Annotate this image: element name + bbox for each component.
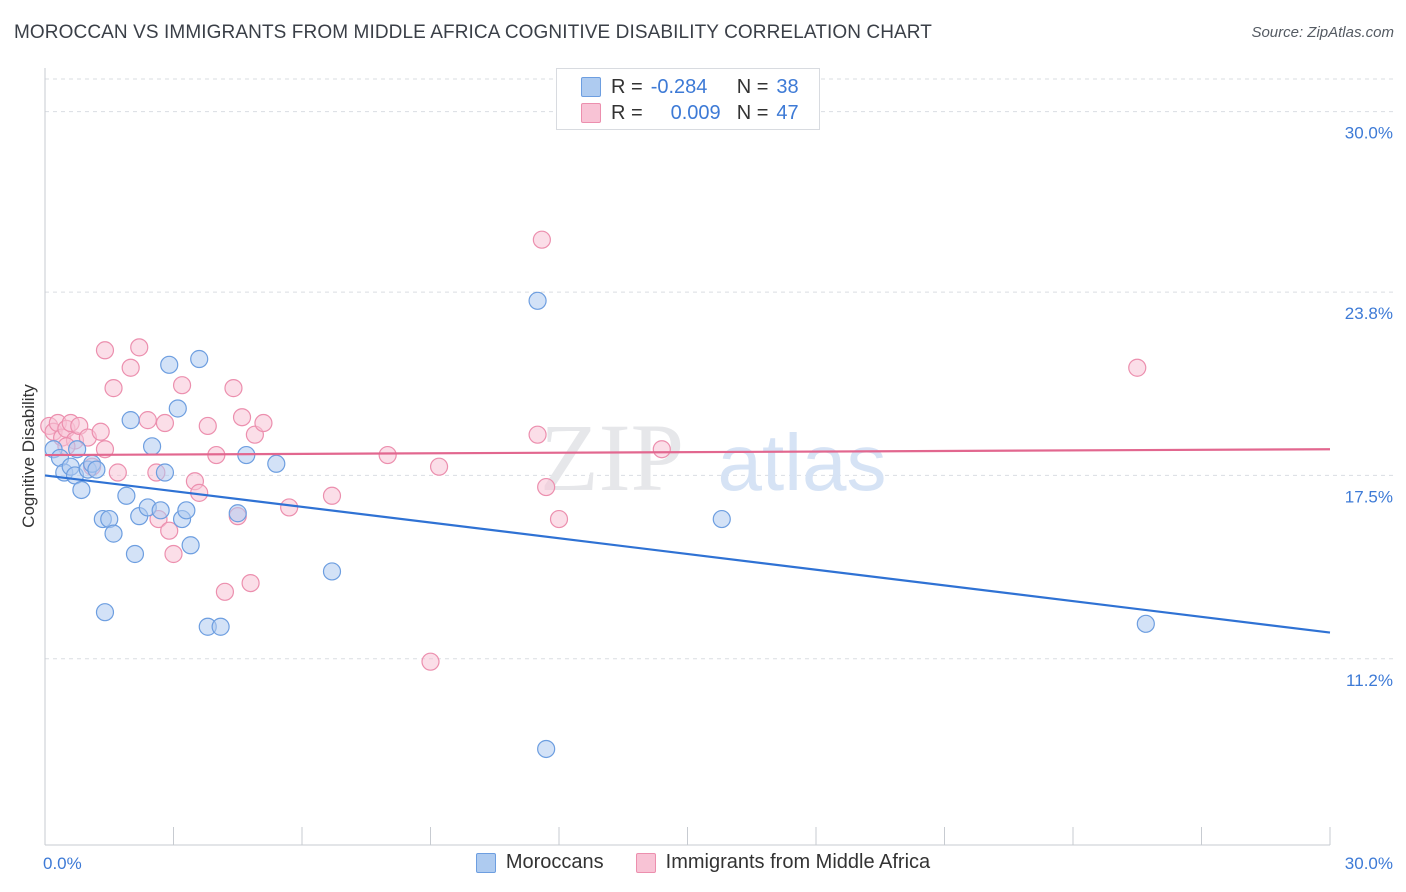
y-axis-label: Cognitive Disability <box>19 384 38 528</box>
legend-swatch-pink <box>635 852 656 873</box>
point-immigrants <box>95 440 115 459</box>
y-tick-label: 11.2% <box>1346 671 1393 690</box>
point-moroccans <box>142 437 162 456</box>
point-immigrants <box>528 425 547 444</box>
point-immigrants <box>652 440 671 459</box>
legend-item-moroccans: Moroccans <box>475 851 604 874</box>
point-immigrants <box>215 582 234 601</box>
point-immigrants <box>91 422 110 441</box>
point-immigrants <box>378 445 397 465</box>
point-moroccans <box>528 291 547 310</box>
series-moroccans-points <box>44 291 1155 759</box>
trend-line-moroccans <box>44 474 1331 634</box>
x-tick-label: 30.0% <box>1345 854 1393 873</box>
legend-r-label: R = <box>611 101 643 124</box>
axes <box>44 68 1331 846</box>
point-moroccans <box>1136 614 1155 633</box>
point-moroccans <box>211 617 230 636</box>
point-immigrants <box>160 521 179 540</box>
point-moroccans <box>537 739 556 759</box>
series-immigrants-points <box>40 230 1147 671</box>
legend-label-moroccans: Moroccans <box>505 851 604 873</box>
point-moroccans <box>190 349 209 369</box>
legend-swatch-blue <box>581 77 601 97</box>
point-immigrants <box>1128 358 1147 377</box>
legend-n-label: N = <box>736 101 769 124</box>
legend-swatch-pink <box>581 103 601 123</box>
legend-row-moroccans: R = -0.284 N = 38 <box>581 75 799 99</box>
point-moroccans <box>160 355 179 374</box>
legend-r-value: -0.284 <box>650 75 708 98</box>
point-moroccans <box>95 603 115 622</box>
point-immigrants <box>108 463 127 482</box>
point-immigrants <box>322 486 342 505</box>
source-label: Source: ZipAtlas.com <box>1251 24 1394 41</box>
point-immigrants <box>241 573 260 593</box>
point-moroccans <box>168 399 187 418</box>
point-moroccans <box>177 501 196 520</box>
point-moroccans <box>117 486 136 505</box>
point-moroccans <box>181 536 200 555</box>
point-moroccans <box>151 501 170 520</box>
point-immigrants <box>232 408 252 427</box>
point-immigrants <box>224 379 243 398</box>
trend-line-immigrants <box>44 448 1331 457</box>
point-immigrants <box>130 338 149 357</box>
legend-r-value: 0.009 <box>670 101 721 124</box>
point-immigrants <box>549 509 569 529</box>
legend-swatch-blue <box>475 852 496 873</box>
point-moroccans <box>121 411 140 430</box>
legend-row-immigrants: R = 0.009 N = 47 <box>581 101 799 125</box>
series-legend: Moroccans Immigrants from Middle Africa <box>0 851 1406 874</box>
point-moroccans <box>68 440 87 459</box>
point-moroccans <box>322 562 342 581</box>
legend-n-value: 47 <box>776 101 799 124</box>
point-immigrants <box>164 544 183 564</box>
point-immigrants <box>429 457 449 476</box>
point-immigrants <box>537 477 556 497</box>
point-immigrants <box>172 376 192 395</box>
point-moroccans <box>155 463 175 482</box>
point-immigrants <box>254 413 273 433</box>
legend-r-label: R = <box>611 75 643 98</box>
tick-labels: 11.2% 17.5% 23.8% 30.0% 0.0% 30.0% <box>43 124 1393 873</box>
point-immigrants <box>138 411 157 430</box>
chart-title: MOROCCAN VS IMMIGRANTS FROM MIDDLE AFRIC… <box>14 22 932 43</box>
watermark: ZIP atlas <box>540 404 886 511</box>
correlation-legend: R = -0.284 N = 38 R = 0.009 N = 47 <box>556 68 820 130</box>
point-immigrants <box>421 652 440 671</box>
y-tick-label: 23.8% <box>1345 304 1393 323</box>
gridlines <box>45 78 1395 660</box>
point-moroccans <box>72 480 91 500</box>
trend-lines <box>44 448 1331 634</box>
y-tick-label: 17.5% <box>1345 487 1393 506</box>
point-moroccans <box>125 544 145 564</box>
point-immigrants <box>104 379 123 398</box>
point-immigrants <box>155 413 175 433</box>
point-immigrants <box>532 230 551 249</box>
y-tick-label: 30.0% <box>1345 124 1393 143</box>
legend-n-label: N = <box>736 75 769 98</box>
point-moroccans <box>104 524 123 543</box>
point-moroccans <box>87 460 106 479</box>
legend-n-value: 38 <box>776 75 799 98</box>
point-moroccans <box>712 509 731 529</box>
x-tick-label: 0.0% <box>43 854 82 873</box>
legend-item-immigrants: Immigrants from Middle Africa <box>635 851 931 874</box>
point-moroccans <box>228 504 247 523</box>
point-immigrants <box>95 341 115 360</box>
watermark-atlas: atlas <box>718 418 887 507</box>
point-immigrants <box>198 416 217 436</box>
point-immigrants <box>280 498 299 517</box>
point-immigrants <box>121 358 140 377</box>
point-moroccans <box>267 454 286 473</box>
legend-label-immigrants: Immigrants from Middle Africa <box>665 851 931 873</box>
